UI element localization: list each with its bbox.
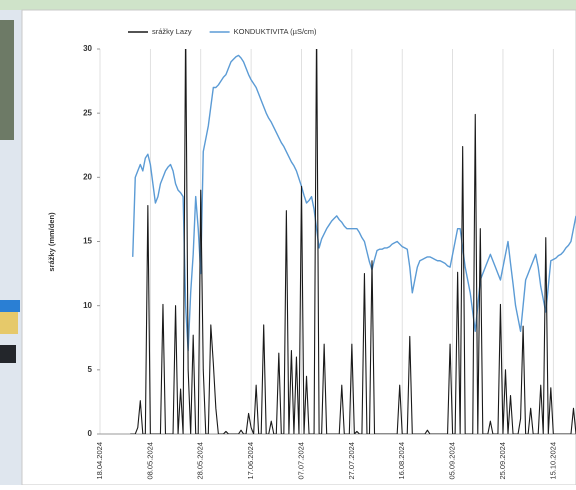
x-tick-label: 28.05.2024 bbox=[196, 442, 205, 480]
x-tick-label: 18.04.2024 bbox=[95, 442, 104, 480]
x-tick-label: 08.05.2024 bbox=[145, 442, 154, 480]
x-tick-label: 15.10.2024 bbox=[548, 442, 557, 480]
x-tick-label: 05.09.2024 bbox=[448, 442, 457, 480]
y-tick-label: 15 bbox=[83, 237, 92, 246]
y-tick-label: 25 bbox=[83, 108, 92, 117]
photo-detail bbox=[0, 345, 16, 363]
photo-detail bbox=[0, 20, 14, 140]
chart: srážky (mm/den) 18.04.2024 08.05.2024 28.0… bbox=[0, 0, 576, 485]
y-axis-title: srážky (mm/den) bbox=[47, 212, 56, 272]
x-tick-label: 27.07.2024 bbox=[347, 442, 356, 480]
x-tick-label: 16.08.2024 bbox=[397, 442, 406, 480]
y-tick-label: 30 bbox=[83, 44, 92, 53]
x-tick-label: 25.09.2024 bbox=[498, 442, 507, 480]
top-strip bbox=[0, 0, 576, 10]
y-tick-label: 0 bbox=[88, 429, 93, 438]
photo-detail bbox=[0, 300, 20, 312]
y-tick-label: 10 bbox=[83, 301, 92, 310]
photo-detail bbox=[0, 312, 18, 334]
y-tick-label: 5 bbox=[88, 365, 93, 374]
legend-label: KONDUKTIVITA (µS/cm) bbox=[234, 27, 317, 36]
x-tick-label: 17.06.2024 bbox=[246, 442, 255, 480]
x-tick-label: 07.07.2024 bbox=[296, 442, 305, 480]
y-tick-label: 20 bbox=[83, 172, 92, 181]
legend-label: srážky Lazy bbox=[152, 27, 192, 36]
